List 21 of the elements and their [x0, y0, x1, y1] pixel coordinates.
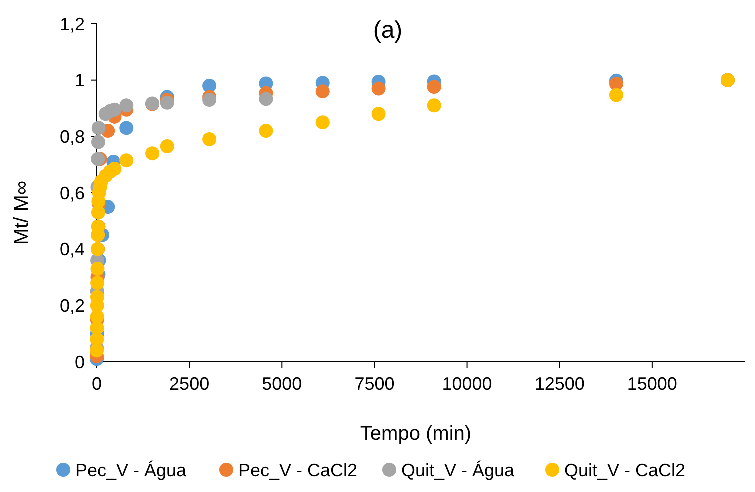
x-tick-label: 12500: [534, 374, 585, 394]
x-tick-label: 5000: [262, 374, 302, 394]
y-tick-label: 0: [74, 352, 85, 372]
y-tick-label: 0,2: [60, 296, 85, 316]
y-tick-label: 1,2: [60, 14, 85, 34]
x-tick-label: 2500: [170, 374, 210, 394]
y-axis-title: Mt/ M∞: [11, 180, 33, 246]
y-tick-label: 0,8: [60, 126, 85, 147]
x-tick-label: 7500: [354, 374, 395, 394]
chart-title: (a): [373, 17, 403, 44]
legend-label: Pec_V - Água: [76, 460, 188, 480]
x-tick-label: 15000: [627, 374, 678, 394]
y-tick-label: 1: [74, 70, 85, 91]
x-axis-title: Tempo (min): [360, 423, 472, 445]
legend-label: Quit_V - Água: [402, 460, 516, 480]
legend-label: Quit_V - CaCl2: [564, 460, 686, 480]
y-tick-label: 0,6: [60, 183, 85, 204]
legend-label: Pec_V - CaCl2: [238, 460, 358, 480]
y-tick-label: 0,4: [60, 240, 85, 260]
x-tick-label: 10000: [442, 374, 492, 394]
x-tick-label: 0: [92, 374, 102, 394]
